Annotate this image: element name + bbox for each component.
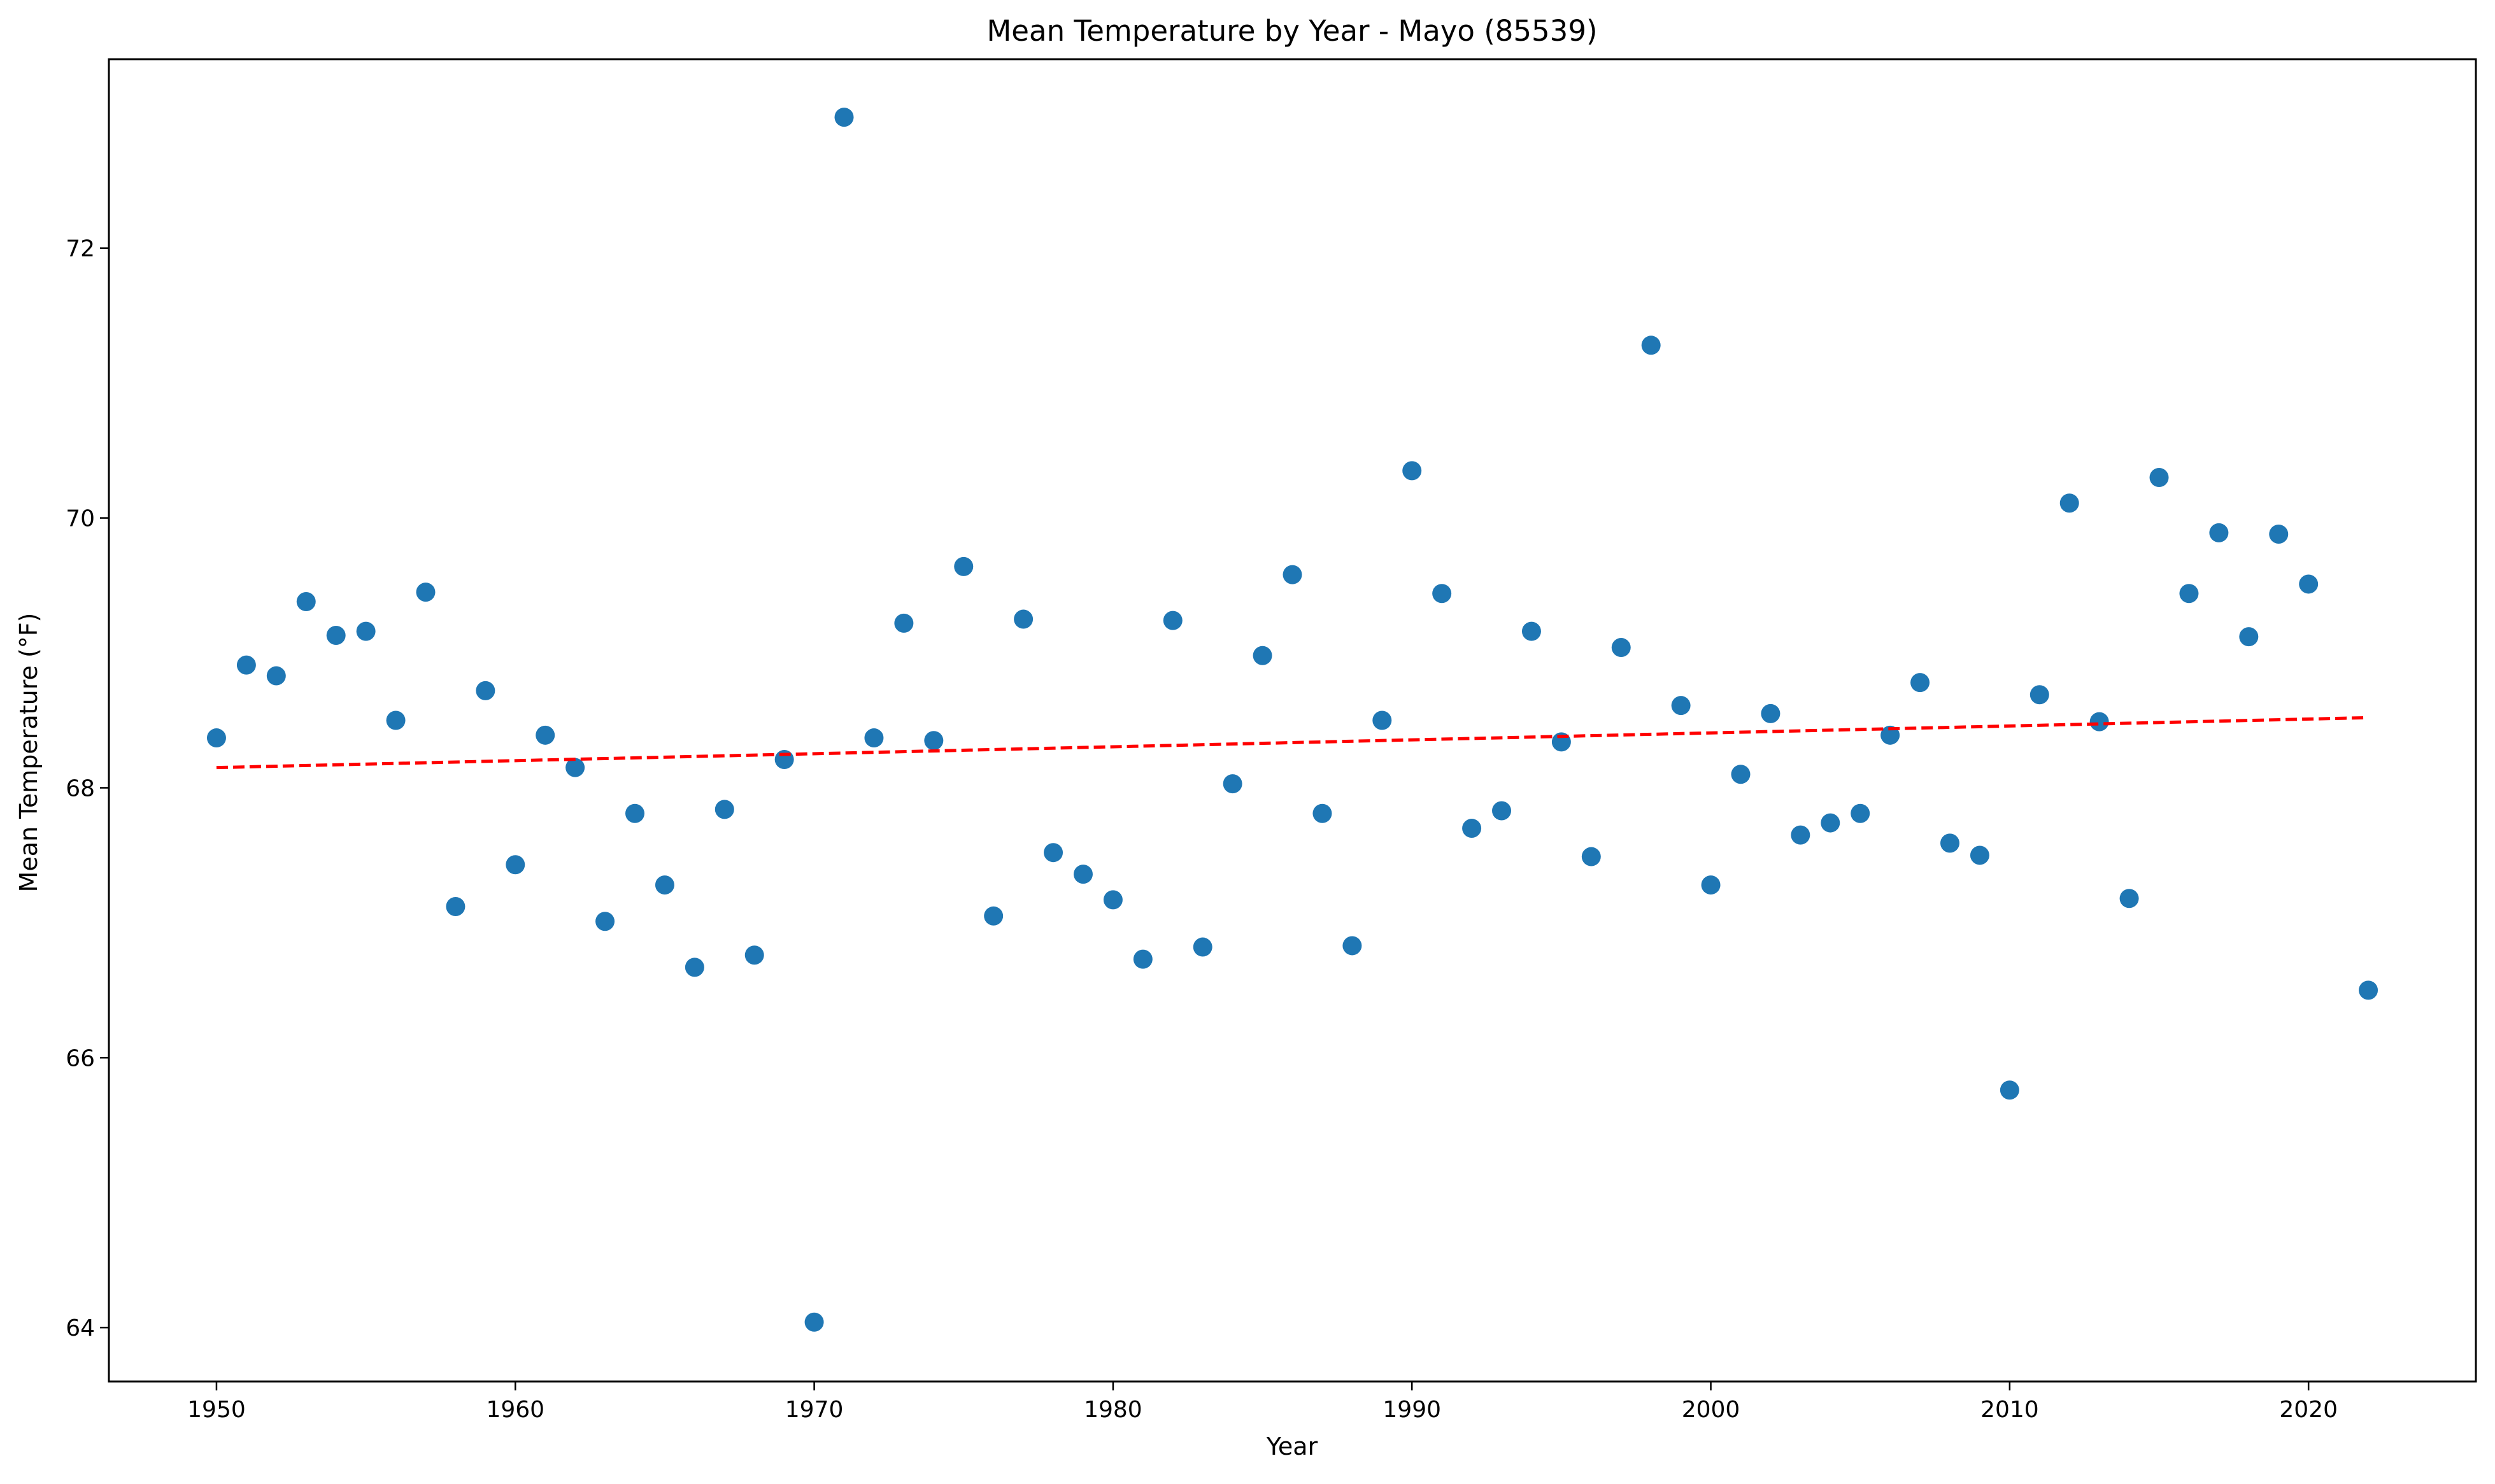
data-point xyxy=(1761,703,1781,723)
chart-title: Mean Temperature by Year - Mayo (85539) xyxy=(986,14,1597,48)
x-tick-label: 1950 xyxy=(187,1397,246,1423)
data-point xyxy=(774,749,794,769)
data-point xyxy=(1193,937,1212,957)
trend-line xyxy=(216,716,2369,770)
x-tick-label: 1980 xyxy=(1084,1397,1142,1423)
data-point xyxy=(446,896,466,916)
data-point xyxy=(804,1312,824,1332)
data-point xyxy=(1223,774,1242,794)
data-point xyxy=(1791,825,1810,845)
y-tick-label: 70 xyxy=(66,506,95,532)
y-tick-label: 72 xyxy=(66,236,95,262)
data-point xyxy=(2029,685,2049,705)
data-point xyxy=(744,945,764,965)
data-point xyxy=(1014,609,1034,629)
data-point xyxy=(2089,712,2109,731)
data-point xyxy=(565,758,585,777)
x-tick-label: 2010 xyxy=(1980,1397,2039,1423)
data-point xyxy=(1163,611,1183,630)
x-tick-label: 1970 xyxy=(785,1397,844,1423)
data-point xyxy=(1641,336,1661,355)
data-point xyxy=(1731,765,1751,784)
data-point xyxy=(1940,833,1959,853)
x-tick-label: 1990 xyxy=(1383,1397,1441,1423)
data-point xyxy=(655,875,674,895)
data-point xyxy=(595,912,615,931)
data-point xyxy=(1462,819,1482,838)
data-point xyxy=(1073,865,1093,884)
data-point xyxy=(1701,875,1721,895)
data-point xyxy=(1970,845,1989,865)
data-point xyxy=(296,591,316,611)
data-point xyxy=(1910,673,1930,693)
data-point xyxy=(894,613,914,633)
data-point xyxy=(1821,813,1840,833)
data-point xyxy=(625,803,644,823)
data-point xyxy=(536,725,555,745)
data-point xyxy=(924,731,944,751)
y-tick-label: 64 xyxy=(66,1315,95,1341)
data-point xyxy=(266,666,286,686)
data-point xyxy=(714,800,734,819)
data-point xyxy=(1432,584,1452,604)
data-point xyxy=(834,108,854,127)
data-point xyxy=(236,655,256,675)
data-point xyxy=(984,906,1004,926)
data-point xyxy=(356,621,376,641)
x-tick-label: 2000 xyxy=(1682,1397,1740,1423)
data-point xyxy=(685,958,704,977)
data-point xyxy=(2059,493,2079,513)
plot-frame xyxy=(108,58,2477,1383)
data-point xyxy=(2239,627,2259,647)
x-axis-ticks: 1950 1960 1970 1980 1990 2000 2010 2020 xyxy=(187,1382,2338,1423)
data-point xyxy=(1521,621,1541,641)
y-axis-label: Mean Temperature (°F) xyxy=(15,613,43,893)
data-point xyxy=(1581,847,1601,866)
data-point xyxy=(476,681,495,700)
data-point xyxy=(954,556,974,576)
y-axis-ticks: 64 66 68 70 72 xyxy=(66,236,109,1341)
data-point xyxy=(1312,803,1332,823)
y-tick-label: 68 xyxy=(66,775,95,802)
data-point xyxy=(2269,525,2289,544)
data-point xyxy=(2119,889,2139,908)
data-point xyxy=(1611,638,1631,658)
data-point xyxy=(386,710,406,730)
data-point xyxy=(1133,949,1153,969)
x-axis-label: Year xyxy=(1266,1432,1318,1460)
data-point xyxy=(2299,574,2319,594)
x-tick-label: 2020 xyxy=(2279,1397,2338,1423)
data-point xyxy=(2000,1080,2019,1100)
data-point xyxy=(1044,843,1063,863)
data-point xyxy=(864,728,884,748)
x-tick-label: 1960 xyxy=(486,1397,544,1423)
data-point xyxy=(2359,980,2378,1000)
data-point xyxy=(2179,584,2199,604)
data-point xyxy=(1402,461,1422,481)
data-point xyxy=(2149,468,2169,488)
data-point xyxy=(1671,696,1691,716)
data-point xyxy=(1103,890,1123,910)
data-point xyxy=(1342,936,1362,956)
y-tick-label: 66 xyxy=(66,1045,95,1071)
data-point xyxy=(506,855,525,875)
data-point xyxy=(1253,646,1272,665)
data-point xyxy=(1851,803,1870,823)
data-point xyxy=(326,625,346,645)
data-point xyxy=(416,583,436,602)
data-point xyxy=(2209,523,2229,542)
data-point xyxy=(1880,725,1900,745)
data-point xyxy=(206,728,226,748)
data-point xyxy=(1492,801,1512,821)
data-point xyxy=(1372,710,1392,730)
data-point xyxy=(1283,565,1302,584)
plot-area xyxy=(206,108,2378,1332)
